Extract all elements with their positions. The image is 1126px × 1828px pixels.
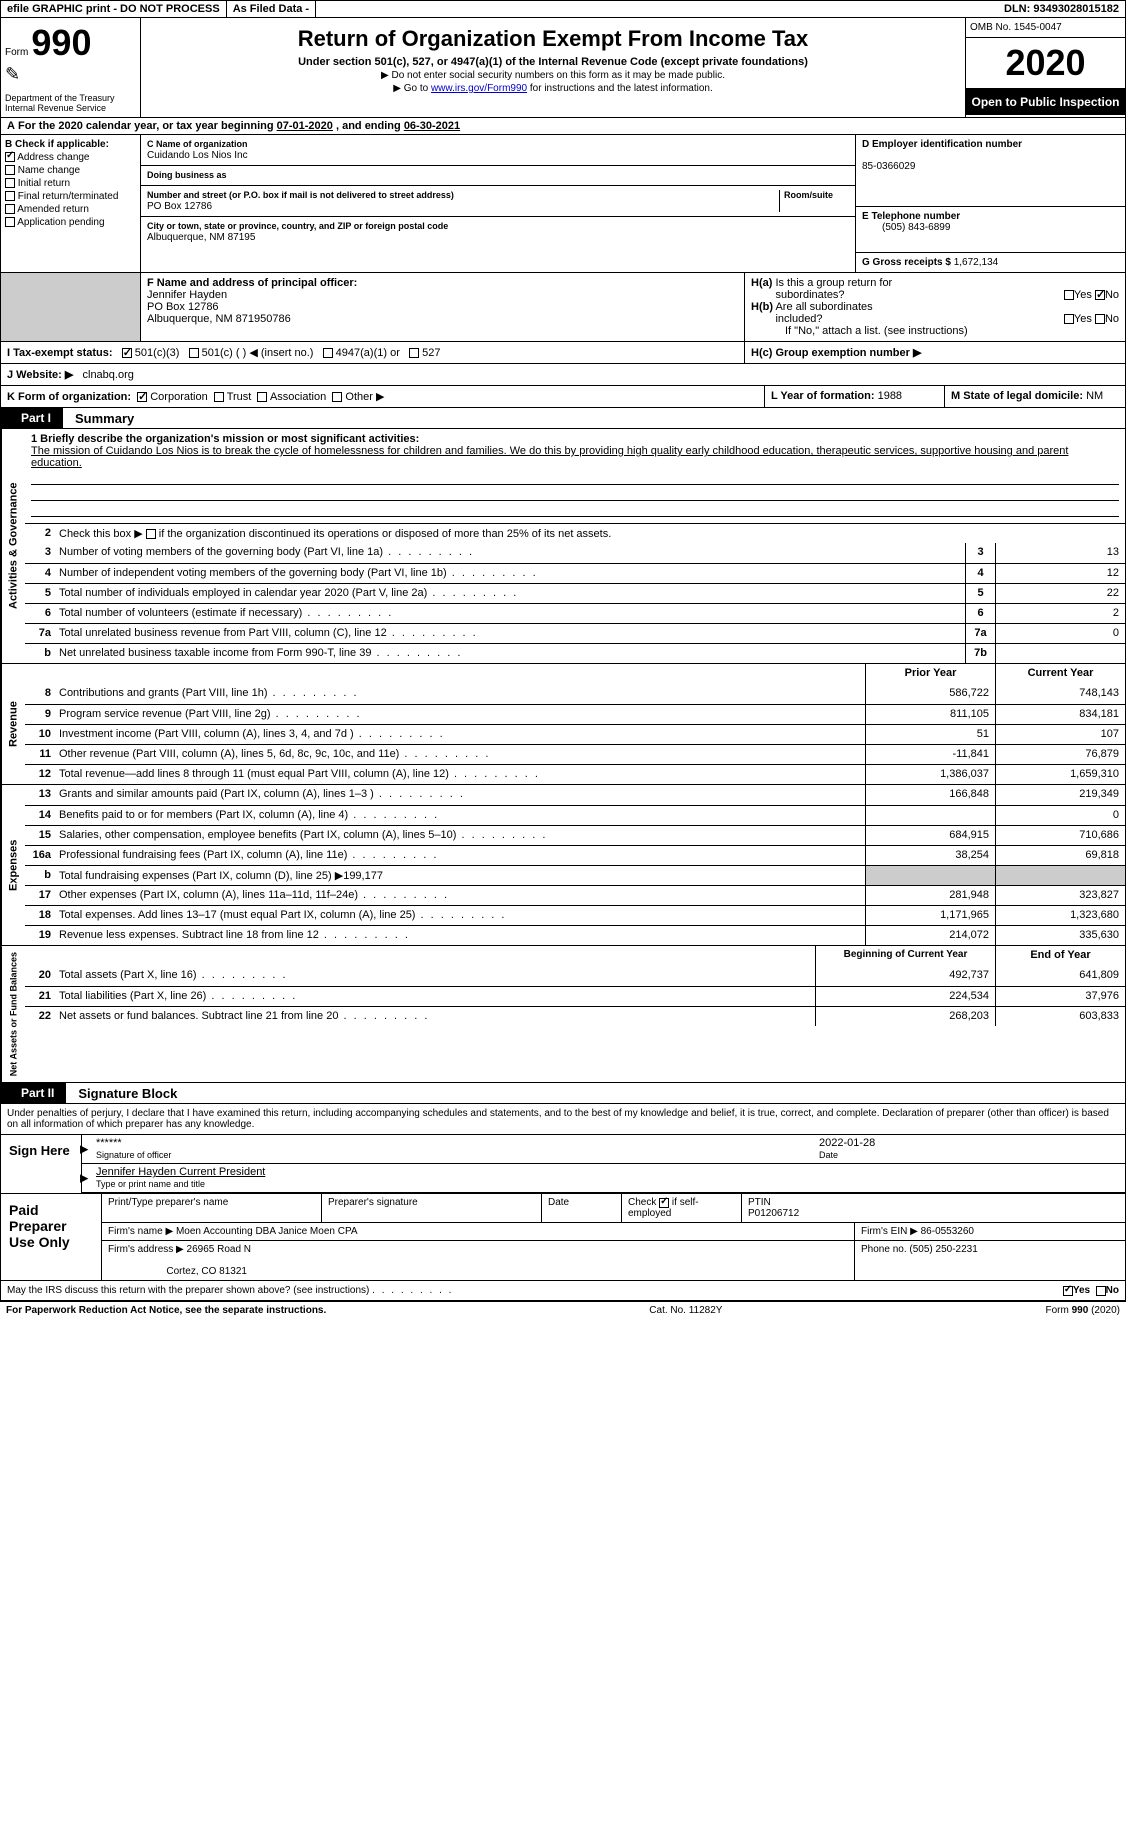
irs-label: Internal Revenue Service: [5, 103, 136, 113]
mission-statement: The mission of Cuidando Los Nios is to b…: [31, 445, 1068, 469]
checkbox[interactable]: [5, 204, 15, 214]
perjury-statement: Under penalties of perjury, I declare th…: [1, 1104, 1125, 1134]
part2-header: Part II Signature Block: [0, 1083, 1126, 1104]
checkbox-row: Name change: [5, 165, 136, 176]
form-prefix: Form: [5, 47, 28, 58]
officer-row: F Name and address of principal officer:…: [0, 273, 1126, 342]
org-city: Albuquerque, NM 87195: [147, 232, 255, 243]
data-line: 4Number of independent voting members of…: [25, 563, 1125, 583]
data-line: 12Total revenue—add lines 8 through 11 (…: [25, 764, 1125, 784]
data-line: 5Total number of individuals employed in…: [25, 583, 1125, 603]
data-line: 7aTotal unrelated business revenue from …: [25, 623, 1125, 643]
checkbox[interactable]: [5, 191, 15, 201]
inspection-notice: Open to Public Inspection: [966, 89, 1125, 115]
governance-section: Activities & Governance 1 Briefly descri…: [0, 429, 1126, 664]
revenue-section: Revenue Prior Year Current Year 8Contrib…: [0, 664, 1126, 785]
data-line: 9Program service revenue (Part VIII, lin…: [25, 704, 1125, 724]
data-line: 13Grants and similar amounts paid (Part …: [25, 785, 1125, 805]
checkbox-row: Final return/terminated: [5, 191, 136, 202]
asfiled-label: As Filed Data -: [227, 1, 316, 17]
org-form-row: K Form of organization: Corporation Trus…: [0, 386, 1126, 408]
gross-receipts: 1,672,134: [954, 257, 999, 268]
irs-link[interactable]: www.irs.gov/Form990: [431, 83, 527, 94]
data-line: bTotal fundraising expenses (Part IX, co…: [25, 865, 1125, 885]
data-line: 20Total assets (Part X, line 16)492,7376…: [25, 966, 1125, 986]
dln: DLN: 93493028015182: [998, 1, 1125, 17]
signature-section: Under penalties of perjury, I declare th…: [0, 1104, 1126, 1301]
data-line: 15Salaries, other compensation, employee…: [25, 825, 1125, 845]
ein: 85-0366029: [862, 161, 915, 172]
section-a: A For the 2020 calendar year, or tax yea…: [0, 118, 1126, 135]
efile-notice: efile GRAPHIC print - DO NOT PROCESS: [1, 1, 227, 17]
checkbox[interactable]: [5, 217, 15, 227]
main-title: Return of Organization Exempt From Incom…: [149, 26, 957, 52]
data-line: 3Number of voting members of the governi…: [25, 543, 1125, 563]
data-line: 22Net assets or fund balances. Subtract …: [25, 1006, 1125, 1026]
org-name: Cuidando Los Nios Inc: [147, 150, 248, 161]
org-address: PO Box 12786: [147, 201, 212, 212]
form-header: Form 990 ✎ Department of the Treasury In…: [0, 18, 1126, 118]
section-d: D Employer identification number 85-0366…: [855, 135, 1125, 272]
website-row: J Website: ▶ clnabq.org: [0, 364, 1126, 386]
netassets-section: Net Assets or Fund Balances Beginning of…: [0, 946, 1126, 1083]
checkbox-row: Address change: [5, 152, 136, 163]
phone: (505) 843-6899: [862, 222, 950, 233]
subtitle: Under section 501(c), 527, or 4947(a)(1)…: [149, 56, 957, 68]
data-line: 10Investment income (Part VIII, column (…: [25, 724, 1125, 744]
data-line: 17Other expenses (Part IX, column (A), l…: [25, 885, 1125, 905]
data-line: 16aProfessional fundraising fees (Part I…: [25, 845, 1125, 865]
checkbox[interactable]: [5, 165, 15, 175]
form-number: 990: [31, 22, 91, 63]
info-grid: B Check if applicable: Address change Na…: [0, 135, 1126, 273]
checkbox[interactable]: [5, 178, 15, 188]
omb-number: OMB No. 1545-0047: [966, 18, 1125, 38]
top-bar: efile GRAPHIC print - DO NOT PROCESS As …: [0, 0, 1126, 18]
instruction-1: ▶ Do not enter social security numbers o…: [149, 70, 957, 81]
data-line: 8Contributions and grants (Part VIII, li…: [25, 684, 1125, 704]
footer: For Paperwork Reduction Act Notice, see …: [0, 1301, 1126, 1319]
website: clnabq.org: [83, 369, 134, 381]
data-line: 21Total liabilities (Part X, line 26)224…: [25, 986, 1125, 1006]
checkbox-row: Initial return: [5, 178, 136, 189]
tax-year: 2020: [966, 38, 1125, 89]
data-line: 11Other revenue (Part VIII, column (A), …: [25, 744, 1125, 764]
section-b: B Check if applicable: Address change Na…: [1, 135, 141, 272]
part1-header: Part I Summary: [0, 408, 1126, 429]
data-line: 6Total number of volunteers (estimate if…: [25, 603, 1125, 623]
tax-exempt-row: I Tax-exempt status: 501(c)(3) 501(c) ( …: [0, 342, 1126, 364]
checkbox-row: Amended return: [5, 204, 136, 215]
dept-treasury: Department of the Treasury: [5, 93, 136, 103]
data-line: 18Total expenses. Add lines 13–17 (must …: [25, 905, 1125, 925]
section-c: C Name of organization Cuidando Los Nios…: [141, 135, 855, 272]
expenses-section: Expenses 13Grants and similar amounts pa…: [0, 785, 1126, 946]
checkbox-row: Application pending: [5, 217, 136, 228]
data-line: 14Benefits paid to or for members (Part …: [25, 805, 1125, 825]
data-line: bNet unrelated business taxable income f…: [25, 643, 1125, 663]
checkbox[interactable]: [5, 152, 15, 162]
instruction-2: ▶ Go to www.irs.gov/Form990 for instruct…: [149, 83, 957, 94]
data-line: 19Revenue less expenses. Subtract line 1…: [25, 925, 1125, 945]
